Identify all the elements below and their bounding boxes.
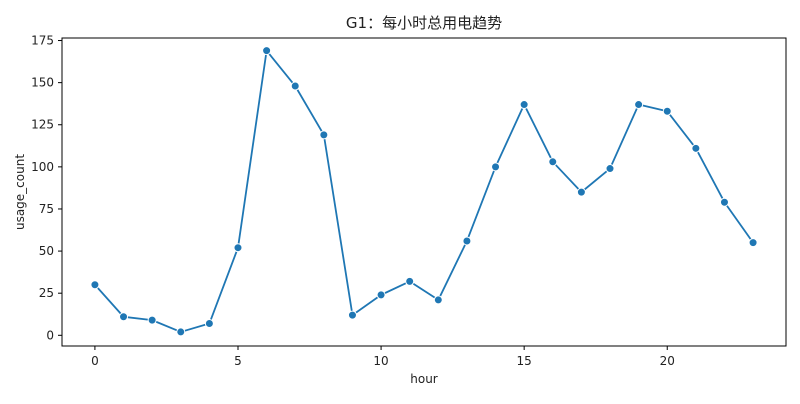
- y-tick-label: 150: [31, 76, 54, 90]
- data-point-hour-1: [119, 312, 129, 322]
- plot-frame: [61, 37, 787, 347]
- data-point-hour-8: [319, 130, 329, 140]
- x-tick-label: 0: [91, 354, 99, 368]
- y-tick-label: 175: [31, 34, 54, 48]
- data-point-hour-21: [691, 143, 701, 153]
- data-point-hour-0: [90, 280, 100, 290]
- data-point-hour-9: [347, 310, 357, 320]
- data-point-hour-16: [548, 157, 558, 167]
- y-tick-label: 75: [39, 202, 54, 216]
- data-point-hour-7: [290, 81, 300, 91]
- data-point-hour-15: [519, 100, 529, 110]
- y-tick-label: 0: [46, 328, 54, 342]
- data-point-hour-19: [634, 100, 644, 110]
- data-point-hour-20: [662, 106, 672, 116]
- data-point-hour-4: [204, 319, 214, 329]
- data-point-hour-6: [262, 46, 272, 56]
- data-point-hour-12: [433, 295, 443, 305]
- y-tick-label: 100: [31, 160, 54, 174]
- data-point-hour-22: [719, 197, 729, 207]
- x-tick-label: 10: [373, 354, 388, 368]
- x-tick-label: 5: [234, 354, 242, 368]
- data-point-hour-23: [748, 238, 758, 248]
- data-points: [90, 46, 758, 337]
- data-point-hour-14: [491, 162, 501, 172]
- data-point-hour-17: [576, 187, 586, 197]
- data-point-hour-11: [405, 276, 415, 286]
- data-point-hour-3: [176, 327, 186, 337]
- data-point-hour-10: [376, 290, 386, 300]
- x-tick-label: 15: [517, 354, 532, 368]
- series-line: [94, 49, 754, 333]
- chart-title: G1：每小时总用电趋势: [346, 14, 502, 32]
- y-tick-label: 25: [39, 286, 54, 300]
- data-point-hour-2: [147, 315, 157, 325]
- y-tick-label: 50: [39, 244, 54, 258]
- y-axis-label: usage_count: [13, 154, 27, 230]
- data-point-hour-13: [462, 236, 472, 246]
- plot-area: 0 25 50 75 100 125 150 175 0 5 10 15 20: [31, 34, 787, 368]
- y-axis: 0 25 50 75 100 125 150 175: [31, 34, 62, 342]
- x-tick-label: 20: [660, 354, 675, 368]
- data-point-hour-5: [233, 243, 243, 253]
- x-axis: 0 5 10 15 20: [91, 346, 675, 368]
- x-axis-label: hour: [410, 372, 438, 386]
- data-point-hour-18: [605, 164, 615, 174]
- y-tick-label: 125: [31, 118, 54, 132]
